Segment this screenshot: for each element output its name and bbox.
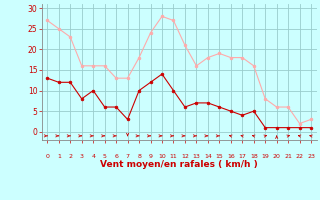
X-axis label: Vent moyen/en rafales ( km/h ): Vent moyen/en rafales ( km/h ) xyxy=(100,160,258,169)
